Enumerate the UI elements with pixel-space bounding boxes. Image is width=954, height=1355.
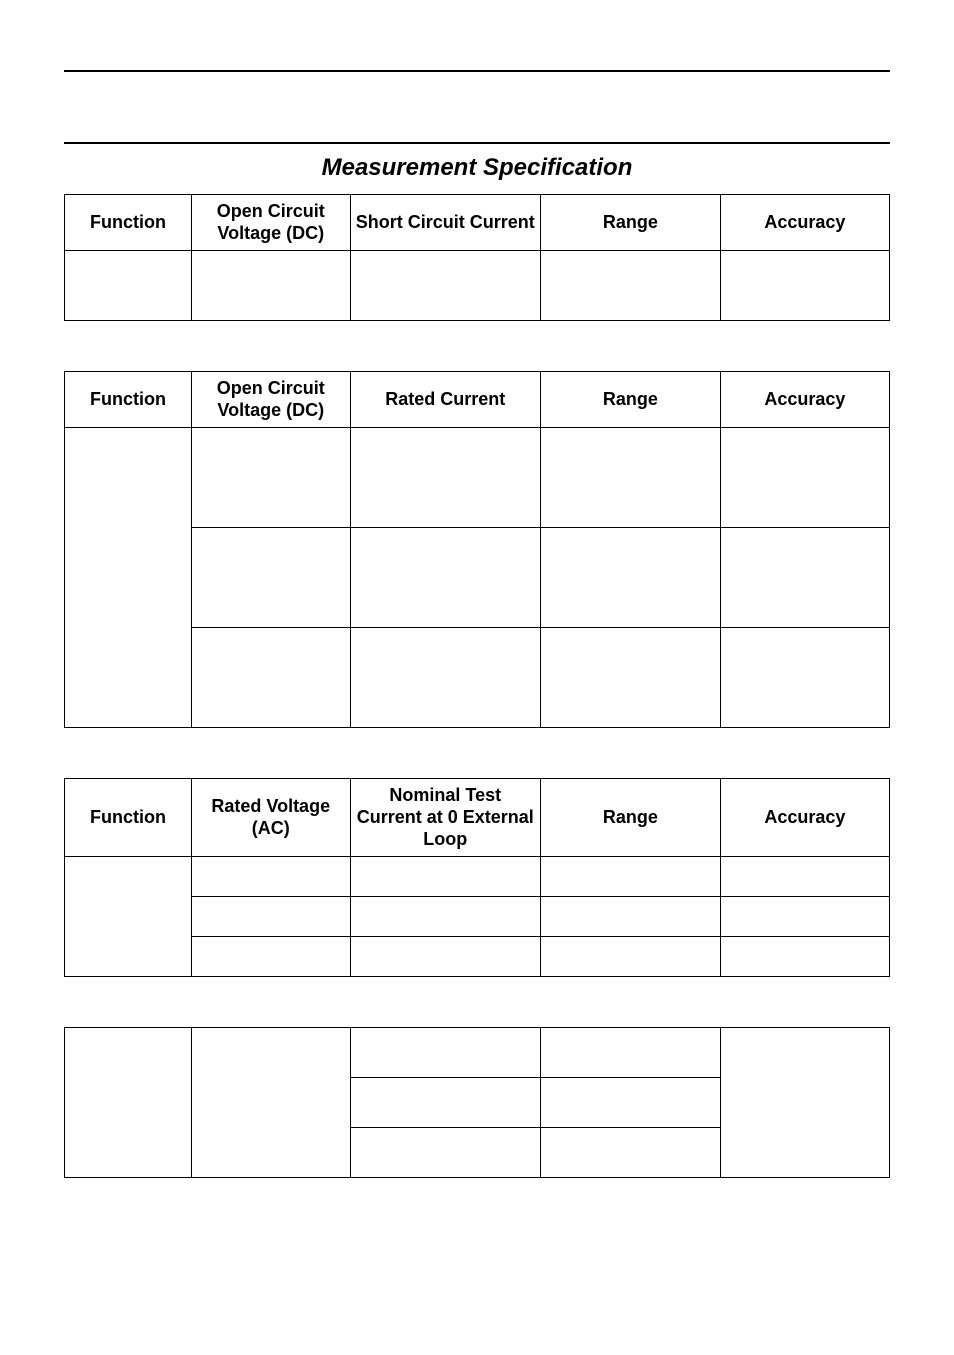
table-header-row: Function Rated Voltage (AC) Nominal Test…: [65, 779, 890, 857]
cell-current: [350, 428, 540, 528]
cell-voltage: [191, 251, 350, 321]
cell-function: [65, 857, 192, 977]
table-header-row: Function Open Circuit Voltage (DC) Rated…: [65, 372, 890, 428]
col-header-range: Range: [540, 195, 720, 251]
cell-range: [540, 1128, 720, 1178]
spec-table-2: Function Open Circuit Voltage (DC) Rated…: [64, 371, 890, 728]
table-row: [65, 428, 890, 528]
cell-function: [65, 1028, 192, 1178]
spec-table-1: Function Open Circuit Voltage (DC) Short…: [64, 194, 890, 321]
cell-range: [540, 1078, 720, 1128]
spec-table-4: [64, 1027, 890, 1178]
cell-range: [540, 251, 720, 321]
section-top-rule: [64, 142, 890, 144]
cell-current: [350, 857, 540, 897]
cell-voltage: [191, 897, 350, 937]
cell-current: [350, 628, 540, 728]
cell-accuracy: [720, 897, 889, 937]
cell-current: [350, 1078, 540, 1128]
col-header-open-circuit-voltage-dc: Open Circuit Voltage (DC): [191, 372, 350, 428]
table-row: [65, 1028, 890, 1078]
cell-accuracy: [720, 528, 889, 628]
col-header-accuracy: Accuracy: [720, 779, 889, 857]
cell-current: [350, 251, 540, 321]
cell-range: [540, 528, 720, 628]
cell-current: [350, 528, 540, 628]
cell-voltage: [191, 857, 350, 897]
col-header-function: Function: [65, 779, 192, 857]
table-header-row: Function Open Circuit Voltage (DC) Short…: [65, 195, 890, 251]
col-header-function: Function: [65, 195, 192, 251]
cell-function: [65, 251, 192, 321]
cell-accuracy: [720, 937, 889, 977]
page-top-rule: [64, 70, 890, 72]
cell-accuracy: [720, 1028, 889, 1178]
cell-voltage: [191, 628, 350, 728]
cell-current: [350, 937, 540, 977]
col-header-function: Function: [65, 372, 192, 428]
cell-current: [350, 1128, 540, 1178]
cell-accuracy: [720, 428, 889, 528]
cell-range: [540, 428, 720, 528]
col-header-range: Range: [540, 372, 720, 428]
cell-range: [540, 937, 720, 977]
col-header-rated-voltage-ac: Rated Voltage (AC): [191, 779, 350, 857]
cell-voltage: [191, 1028, 350, 1178]
cell-range: [540, 897, 720, 937]
col-header-range: Range: [540, 779, 720, 857]
col-header-open-circuit-voltage-dc: Open Circuit Voltage (DC): [191, 195, 350, 251]
table-row: [65, 857, 890, 897]
cell-range: [540, 1028, 720, 1078]
cell-range: [540, 857, 720, 897]
cell-range: [540, 628, 720, 728]
cell-accuracy: [720, 628, 889, 728]
spec-table-3: Function Rated Voltage (AC) Nominal Test…: [64, 778, 890, 977]
table-row: [65, 251, 890, 321]
col-header-nominal-test-current: Nominal Test Current at 0 External Loop: [350, 779, 540, 857]
cell-accuracy: [720, 251, 889, 321]
cell-voltage: [191, 937, 350, 977]
cell-voltage: [191, 428, 350, 528]
col-header-short-circuit-current: Short Circuit Current: [350, 195, 540, 251]
cell-accuracy: [720, 857, 889, 897]
cell-current: [350, 897, 540, 937]
cell-current: [350, 1028, 540, 1078]
cell-voltage: [191, 528, 350, 628]
section-title: Measurement Specification: [64, 154, 890, 182]
col-header-accuracy: Accuracy: [720, 372, 889, 428]
col-header-rated-current: Rated Current: [350, 372, 540, 428]
col-header-accuracy: Accuracy: [720, 195, 889, 251]
cell-function: [65, 428, 192, 728]
